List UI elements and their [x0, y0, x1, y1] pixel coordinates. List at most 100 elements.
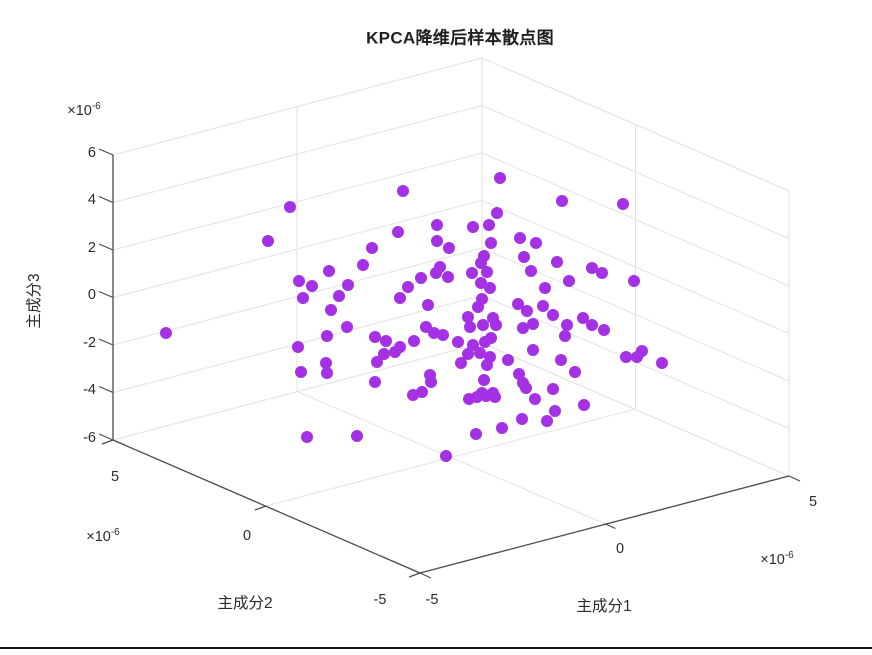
scatter-point — [530, 237, 542, 249]
axis-lines — [98, 148, 801, 579]
scatter-point — [463, 393, 475, 405]
scatter-point — [369, 331, 381, 343]
bottom-border-line — [0, 647, 872, 649]
scatter-point — [462, 311, 474, 323]
scatter-point — [378, 348, 390, 360]
scatter-point — [477, 319, 489, 331]
scatter-point — [415, 272, 427, 284]
scatter-point — [537, 300, 549, 312]
scatter-point — [357, 259, 369, 271]
scatter-point — [577, 312, 589, 324]
scatter-point — [341, 321, 353, 333]
z_axis-tick-label: 4 — [87, 192, 96, 208]
scatter-point — [483, 219, 495, 231]
scatter-point — [431, 219, 443, 231]
z-axis-label: 主成分3 — [26, 273, 43, 329]
x_axis-tick-label: -5 — [425, 592, 439, 608]
scatter-point — [472, 301, 484, 313]
scatter-point — [514, 232, 526, 244]
scatter-point — [539, 282, 551, 294]
scatter-point — [440, 450, 452, 462]
y-axis-label: 主成分2 — [217, 595, 273, 612]
scatter-point — [525, 265, 537, 277]
scatter-point — [490, 319, 502, 331]
scatter-point — [428, 327, 440, 339]
scatter-point — [284, 201, 296, 213]
scatter-point — [481, 359, 493, 371]
scatter-point — [301, 431, 313, 443]
scatter-point — [481, 266, 493, 278]
scatter-point — [321, 367, 333, 379]
scatter-point — [620, 351, 632, 363]
scatter-point — [292, 341, 304, 353]
scatter-point — [474, 347, 486, 359]
y_axis-tick-label: 0 — [242, 528, 252, 544]
scatter-point — [556, 195, 568, 207]
scatter-point — [502, 354, 514, 366]
scatter-point — [397, 185, 409, 197]
scatter-point — [555, 354, 567, 366]
y-axis-exponent: ×10-6 — [86, 527, 120, 545]
scatter-point — [598, 324, 610, 336]
scatter-point — [466, 267, 478, 279]
scatter-point — [366, 242, 378, 254]
y_axis-tick-label: 5 — [110, 469, 120, 485]
scatter-point — [563, 275, 575, 287]
z_axis-tick-label: 6 — [87, 145, 96, 161]
scatter-point — [529, 393, 541, 405]
scatter-point — [323, 265, 335, 277]
scatter-point — [586, 262, 598, 274]
scatter-point — [547, 383, 559, 395]
scatter-point — [521, 305, 533, 317]
z-axis-exponent: ×10-6 — [67, 101, 101, 119]
scatter-point — [491, 207, 503, 219]
scatter-point — [452, 336, 464, 348]
scatter-point — [559, 330, 571, 342]
scatter-point — [380, 335, 392, 347]
scatter-point — [494, 172, 506, 184]
scatter-point — [596, 267, 608, 279]
scatter-point — [628, 275, 640, 287]
scatter-point — [297, 292, 309, 304]
scatter-point — [431, 235, 443, 247]
scatter-point — [518, 251, 530, 263]
scatter-point — [351, 430, 363, 442]
z_axis-tick-label: -4 — [83, 382, 96, 398]
y_axis-tick-label: -5 — [373, 592, 387, 608]
scatter-point — [422, 299, 434, 311]
scatter-point — [160, 327, 172, 339]
x-axis-label: 主成分1 — [576, 598, 632, 615]
scatter-point — [631, 351, 643, 363]
x_axis-tick-label: 5 — [808, 494, 818, 510]
scatter-point — [547, 309, 559, 321]
scatter-point — [262, 235, 274, 247]
scatter-point — [527, 318, 539, 330]
scatter-point — [561, 319, 573, 331]
scatter-point — [437, 329, 449, 341]
scatter-point — [392, 226, 404, 238]
scatter-point — [430, 267, 442, 279]
scatter-point — [325, 304, 337, 316]
scatter-point — [513, 368, 525, 380]
scatter-point — [475, 257, 487, 269]
scatter-point — [586, 319, 598, 331]
scatter-point — [443, 242, 455, 254]
scatter-point — [369, 376, 381, 388]
scatter-point — [467, 339, 479, 351]
scatter-point — [551, 256, 563, 268]
scatter-point — [333, 290, 345, 302]
scatter-point — [549, 405, 561, 417]
scatter-point — [464, 321, 476, 333]
scatter-point — [617, 198, 629, 210]
scatter-point — [475, 277, 487, 289]
scatter-point — [462, 348, 474, 360]
scatter-points — [160, 172, 668, 462]
scatter-point — [478, 374, 490, 386]
x_axis-tick-label: 0 — [615, 541, 625, 557]
scatter-point — [520, 382, 532, 394]
scatter-point — [527, 344, 539, 356]
scatter-point — [442, 271, 454, 283]
chart-title: KPCA降维后样本散点图 — [366, 28, 554, 48]
scatter-point — [425, 376, 437, 388]
